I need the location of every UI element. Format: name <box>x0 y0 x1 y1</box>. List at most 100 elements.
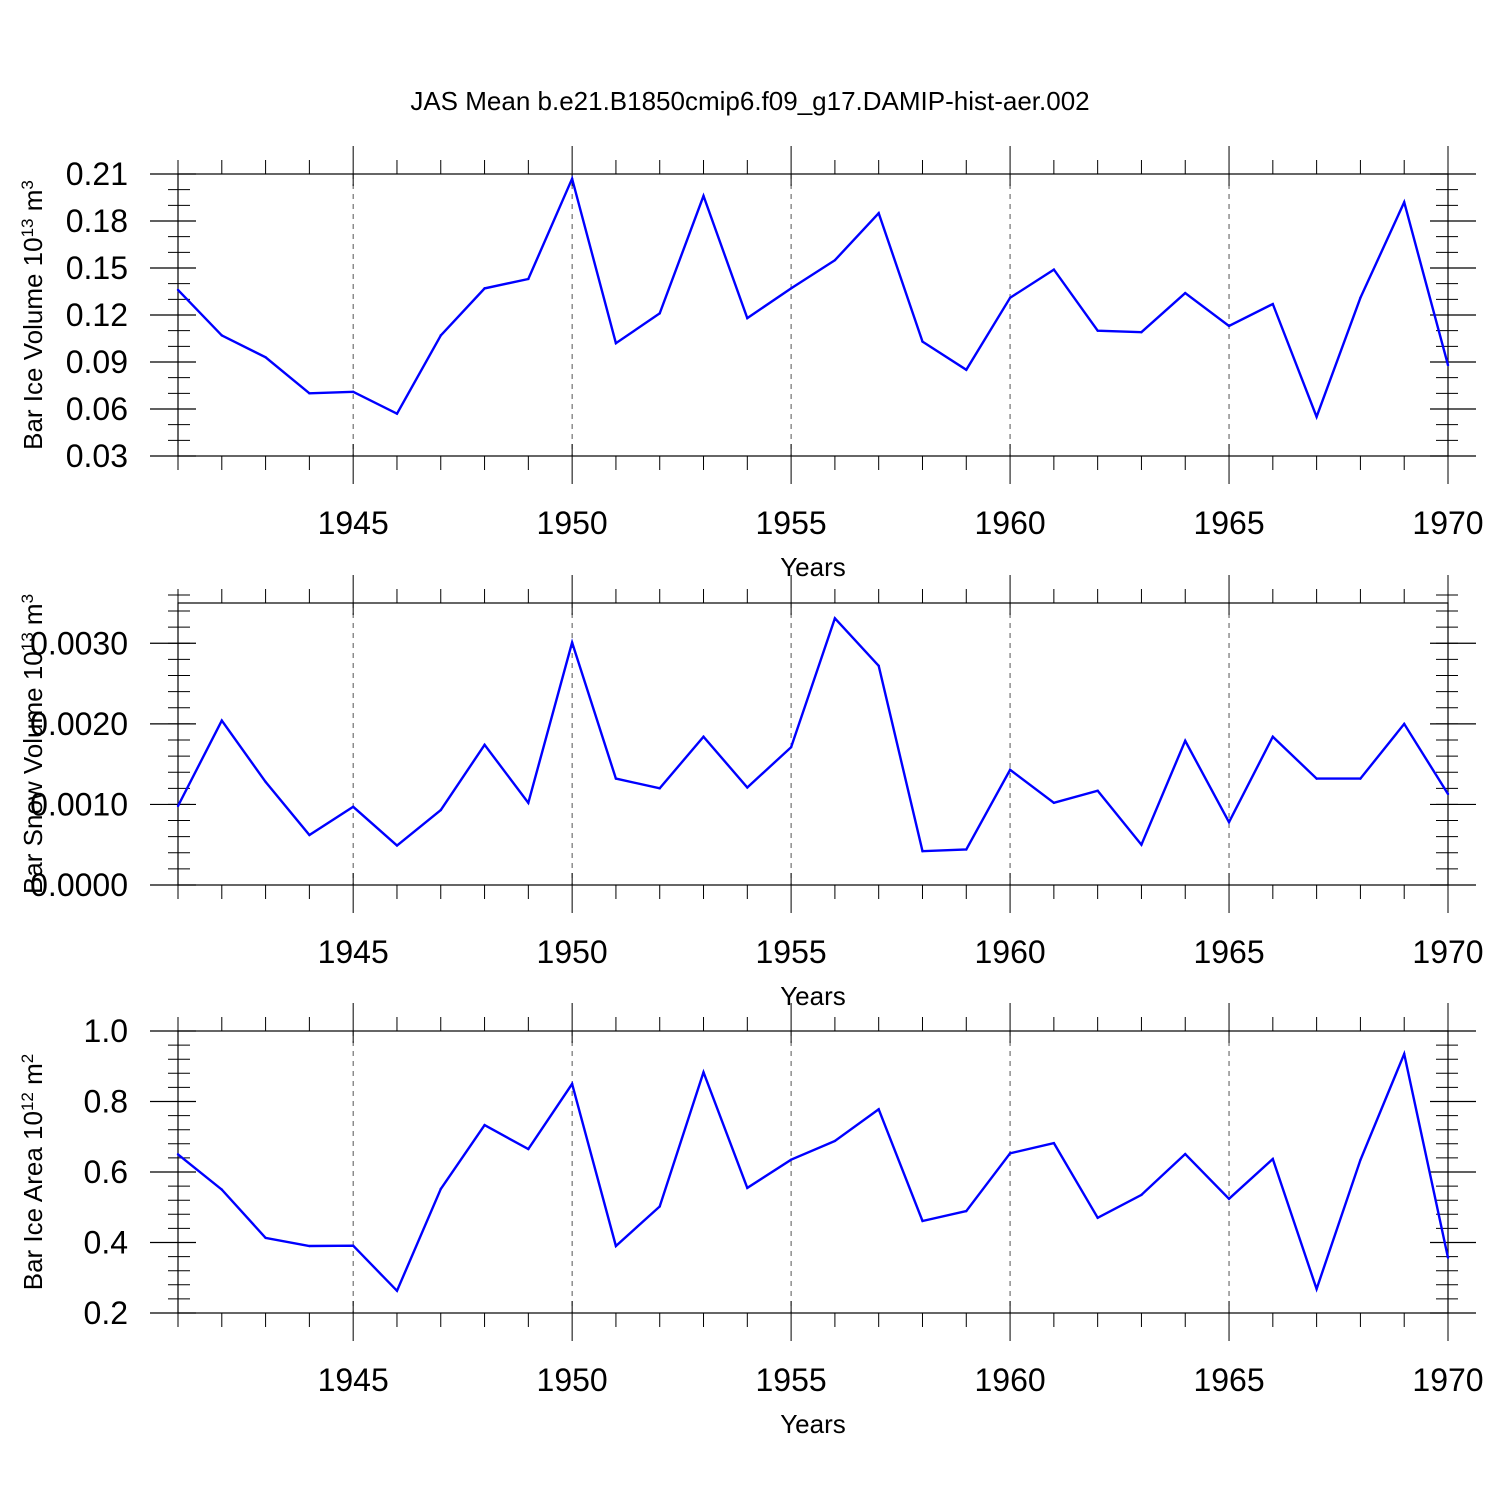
data-point <box>395 412 399 415</box>
x-tick-label: 1970 <box>1412 934 1483 970</box>
data-point <box>789 1158 793 1161</box>
data-point <box>1271 302 1275 306</box>
data-point <box>439 1187 442 1191</box>
y-tick-label: 0.12 <box>66 297 128 333</box>
data-point <box>1359 296 1362 299</box>
x-tick-label: 1965 <box>1193 934 1264 970</box>
data-point <box>921 340 924 343</box>
x-tick-label: 1965 <box>1193 505 1264 541</box>
data-point <box>395 1289 399 1292</box>
data-point <box>1227 1197 1231 1200</box>
y-tick-label: 0.4 <box>84 1225 128 1261</box>
data-point <box>308 392 311 395</box>
y-axis-title: Bar Ice Volume 1013 m3 <box>18 180 49 450</box>
data-point <box>1096 789 1099 792</box>
y-axis-title-unit-exponent: 3 <box>18 180 37 189</box>
y-tick-label: 0.0030 <box>30 625 128 661</box>
data-point <box>570 641 574 644</box>
data-point <box>1403 722 1406 726</box>
x-tick-label: 1945 <box>318 505 389 541</box>
data-point <box>351 805 355 809</box>
data-point <box>1008 1152 1012 1155</box>
series-line <box>177 175 1450 421</box>
data-point <box>965 368 968 372</box>
x-tick-label: 1960 <box>974 1362 1045 1398</box>
data-point <box>877 664 880 668</box>
data-point <box>965 848 968 851</box>
data-point <box>1227 324 1231 328</box>
data-point <box>1052 1141 1056 1145</box>
data-point <box>877 211 880 215</box>
data-point <box>833 1139 837 1143</box>
data-point <box>1359 1158 1362 1162</box>
y-tick-label: 0.0020 <box>30 706 128 742</box>
y-tick-label: 0.0000 <box>30 867 128 903</box>
data-point <box>264 780 267 784</box>
data-point <box>308 833 311 837</box>
data-point <box>1315 415 1318 419</box>
figure-title: JAS Mean b.e21.B1850cmip6.f09_g17.DAMIP-… <box>410 86 1089 116</box>
data-point <box>1446 363 1450 367</box>
data-point <box>1403 1052 1406 1056</box>
data-point <box>395 844 399 847</box>
data-point <box>527 277 530 281</box>
y-tick-label: 0.8 <box>84 1084 128 1120</box>
series-line <box>176 616 1450 853</box>
data-point <box>1446 792 1450 796</box>
data-point <box>965 1209 968 1213</box>
data-point <box>746 1186 749 1190</box>
data-point <box>483 743 486 747</box>
y-axis-title: Bar Ice Area 1012 m2 <box>18 1054 49 1291</box>
data-point <box>702 735 705 738</box>
data-point <box>1052 801 1056 805</box>
data-point <box>1096 329 1099 332</box>
data-point <box>833 617 837 620</box>
x-tick-label: 1945 <box>318 934 389 970</box>
x-tick-label: 1970 <box>1412 505 1483 541</box>
data-point <box>176 1153 180 1156</box>
x-tick-label: 1955 <box>756 505 827 541</box>
data-point <box>483 287 486 290</box>
x-axis-title: Years <box>780 552 846 582</box>
x-tick-label: 1945 <box>318 1362 389 1398</box>
data-point <box>658 787 661 790</box>
data-point <box>1271 735 1275 738</box>
y-axis-title: Bar Snow Volume 1013 m3 <box>18 594 49 894</box>
data-point <box>833 258 837 262</box>
data-point <box>1315 777 1318 780</box>
x-tick-label: 1955 <box>756 1362 827 1398</box>
data-point <box>1140 843 1143 846</box>
data-point <box>614 777 618 780</box>
x-tick-label: 1960 <box>974 934 1045 970</box>
data-point <box>1446 1256 1450 1259</box>
data-point <box>1184 1152 1187 1156</box>
y-axis-title-text: Bar Snow Volume 10 <box>18 651 48 894</box>
y-tick-label: 0.18 <box>66 203 128 239</box>
series-line <box>177 1049 1450 1293</box>
y-tick-label: 0.06 <box>66 391 128 427</box>
data-point <box>1096 1216 1099 1220</box>
data-point <box>1008 296 1012 299</box>
y-axis-title-exponent: 12 <box>18 1092 37 1111</box>
y-axis-title-unit-exponent: 2 <box>18 1054 37 1063</box>
x-tick-label: 1965 <box>1193 1362 1264 1398</box>
x-tick-label: 1960 <box>974 505 1045 541</box>
data-point <box>351 390 355 393</box>
data-point <box>614 342 618 345</box>
data-point <box>483 1123 486 1127</box>
data-point <box>351 1244 355 1247</box>
data-point <box>702 194 705 198</box>
panel-1: 0.03 0.06 0.09 0.12 0.15 0.18 0.21 1945 1950 1955… <box>18 146 1484 582</box>
y-tick-label: 0.15 <box>66 250 128 286</box>
data-point <box>1008 768 1012 771</box>
y-axis-title-unit: m <box>18 1063 48 1092</box>
data-point <box>877 1108 880 1111</box>
data-point <box>264 1236 267 1240</box>
data-point <box>1227 820 1231 824</box>
data-point <box>658 312 661 315</box>
plot-frame <box>177 173 1449 457</box>
y-tick-label: 0.21 <box>66 156 128 192</box>
data-point <box>1184 291 1187 295</box>
y-tick-label: 0.6 <box>84 1154 128 1190</box>
